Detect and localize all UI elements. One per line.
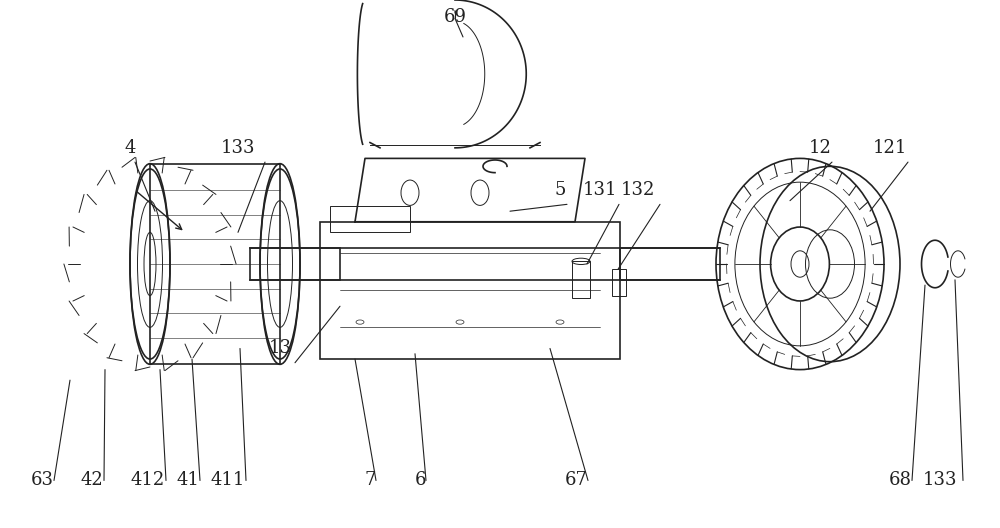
Text: 12: 12 <box>809 139 831 157</box>
Text: 4: 4 <box>124 139 136 157</box>
Text: 7: 7 <box>364 472 376 489</box>
Text: 69: 69 <box>444 8 466 26</box>
Text: 133: 133 <box>221 139 255 157</box>
Text: 6: 6 <box>414 472 426 489</box>
Text: 132: 132 <box>621 181 655 199</box>
Bar <box>620 248 720 280</box>
Text: 63: 63 <box>30 472 54 489</box>
Text: 42: 42 <box>81 472 103 489</box>
Text: 68: 68 <box>889 472 912 489</box>
Text: 13: 13 <box>268 340 292 357</box>
Text: 41: 41 <box>177 472 199 489</box>
Text: 5: 5 <box>554 181 566 199</box>
Text: 411: 411 <box>211 472 245 489</box>
Bar <box>250 248 340 280</box>
Text: 67: 67 <box>565 472 587 489</box>
Text: 133: 133 <box>923 472 957 489</box>
Bar <box>320 222 620 359</box>
Bar <box>612 269 626 296</box>
Bar <box>150 164 280 364</box>
Text: 131: 131 <box>583 181 617 199</box>
Bar <box>330 206 410 232</box>
Bar <box>572 261 590 298</box>
Text: 121: 121 <box>873 139 907 157</box>
Text: 412: 412 <box>131 472 165 489</box>
